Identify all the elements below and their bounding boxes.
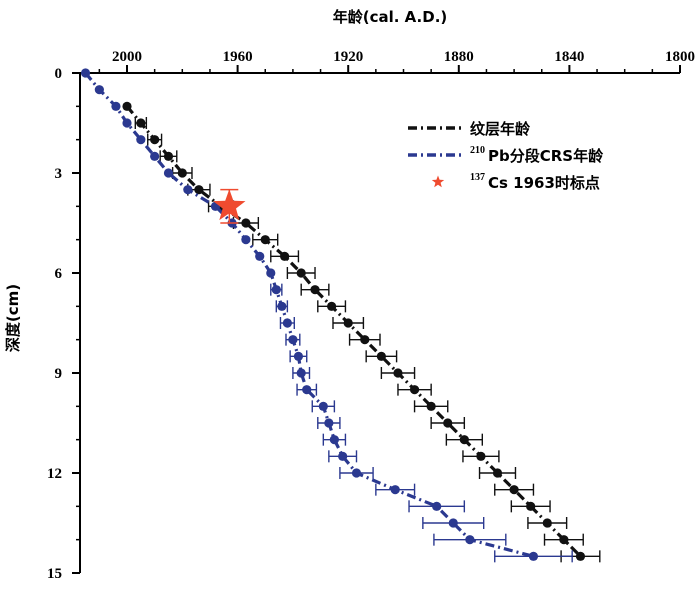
y-tick-label-9: 9 — [55, 366, 63, 382]
series-0-point-15 — [376, 351, 386, 361]
legend-entry-marker: 137 Cs 1963时标点 — [431, 172, 600, 192]
legend-entry-varve: 纹层年龄 — [408, 120, 531, 138]
series-1-point-5 — [150, 151, 160, 161]
marker-layer — [213, 188, 246, 224]
series-0-point-4 — [177, 168, 187, 178]
series-0-point-3 — [163, 151, 174, 161]
series-0-point-7 — [241, 218, 251, 228]
series-0-point-18 — [426, 401, 436, 411]
series-1-point-12 — [266, 268, 276, 278]
series-1-point-19 — [302, 385, 312, 395]
y-axis-title: 深度(cm) — [4, 284, 22, 352]
series-1-point-7 — [183, 185, 193, 195]
series-1-point-0 — [80, 68, 91, 78]
series-1-point-22 — [329, 435, 339, 445]
series-0-point-2 — [150, 135, 160, 145]
series-1-line — [84, 71, 534, 558]
y-axis-ticks: 0 3 6 9 12 15 — [47, 66, 80, 582]
series-1-point-15 — [282, 318, 292, 328]
series-layer — [80, 68, 601, 563]
cs137-star-marker — [213, 189, 246, 221]
series-1-point-24 — [351, 468, 362, 478]
series-0-point-11 — [310, 285, 320, 295]
x-axis-title: 年龄(cal. A.D.) — [333, 8, 448, 26]
series-0-point-8 — [260, 235, 270, 245]
x-tick-label-1800: 1800 — [665, 49, 695, 65]
legend-label-marker: Cs 1963时标点 — [488, 174, 600, 192]
series-1-point-3 — [122, 118, 132, 128]
legend-star-icon — [431, 175, 445, 188]
series-0-point-26 — [559, 535, 569, 545]
series-1-point-17 — [293, 351, 304, 361]
series-0-point-14 — [360, 335, 370, 345]
series-1-point-2 — [111, 101, 121, 111]
series-1-point-4 — [136, 135, 146, 145]
x-tick-label-1840: 1840 — [554, 49, 584, 65]
legend-entry-cbs: 210 Pb分段CRS年龄 — [408, 145, 604, 165]
y-tick-label-15: 15 — [47, 566, 62, 582]
legend: 纹层年龄 210 Pb分段CRS年龄 137 Cs 1963时标点 — [408, 120, 604, 192]
series-0-point-13 — [343, 318, 353, 328]
legend-sup-marker: 137 — [470, 172, 485, 183]
series-1-point-13 — [271, 285, 281, 295]
series-0-point-9 — [280, 251, 290, 261]
series-0-point-25 — [542, 518, 552, 528]
legend-label-varve: 纹层年龄 — [470, 120, 531, 138]
series-1-point-16 — [288, 335, 298, 345]
y-tick-label-3: 3 — [55, 166, 63, 182]
series-1-point-28 — [465, 535, 475, 545]
series-1-point-14 — [277, 301, 287, 311]
series-0-point-1 — [136, 118, 146, 128]
series-1-point-11 — [255, 251, 265, 261]
series-1-point-6 — [163, 168, 174, 178]
series-0-point-23 — [509, 485, 519, 495]
series-1-point-26 — [432, 501, 442, 511]
y-tick-label-0: 0 — [55, 66, 63, 82]
series-0 — [122, 101, 601, 563]
series-0-point-16 — [393, 368, 403, 378]
x-tick-label-1960: 1960 — [223, 49, 253, 65]
series-1-point-18 — [296, 368, 306, 378]
series-1 — [80, 68, 573, 563]
series-1-point-21 — [324, 418, 334, 428]
series-1-point-10 — [241, 235, 251, 245]
x-axis-ticks: 2000 1960 1920 1880 1840 1800 — [98, 49, 695, 73]
series-1-point-1 — [94, 85, 104, 95]
series-1-point-25 — [390, 485, 400, 495]
y-tick-label-6: 6 — [55, 266, 63, 282]
series-0-point-0 — [122, 101, 132, 111]
series-0-point-27 — [575, 551, 586, 561]
series-0-point-12 — [327, 301, 337, 311]
legend-sup-cbs: 210 — [470, 145, 485, 156]
series-0-line — [125, 105, 582, 558]
legend-label-cbs: Pb分段CRS年龄 — [488, 147, 604, 165]
series-0-point-21 — [476, 451, 486, 461]
series-0-point-17 — [409, 385, 420, 395]
axes — [79, 72, 680, 573]
x-tick-label-1880: 1880 — [444, 49, 474, 65]
series-0-point-5 — [194, 185, 204, 195]
series-1-point-20 — [318, 401, 328, 411]
series-0-point-22 — [492, 468, 503, 478]
series-1-point-29 — [528, 551, 539, 561]
x-tick-label-1920: 1920 — [333, 49, 363, 65]
series-1-point-23 — [338, 451, 348, 461]
series-0-point-24 — [526, 501, 536, 511]
series-0-point-19 — [443, 418, 453, 428]
series-1-point-27 — [448, 518, 458, 528]
y-tick-label-12: 12 — [47, 466, 62, 482]
series-0-point-10 — [296, 268, 306, 278]
x-tick-label-2000: 2000 — [112, 49, 142, 65]
series-0-point-20 — [459, 435, 469, 445]
